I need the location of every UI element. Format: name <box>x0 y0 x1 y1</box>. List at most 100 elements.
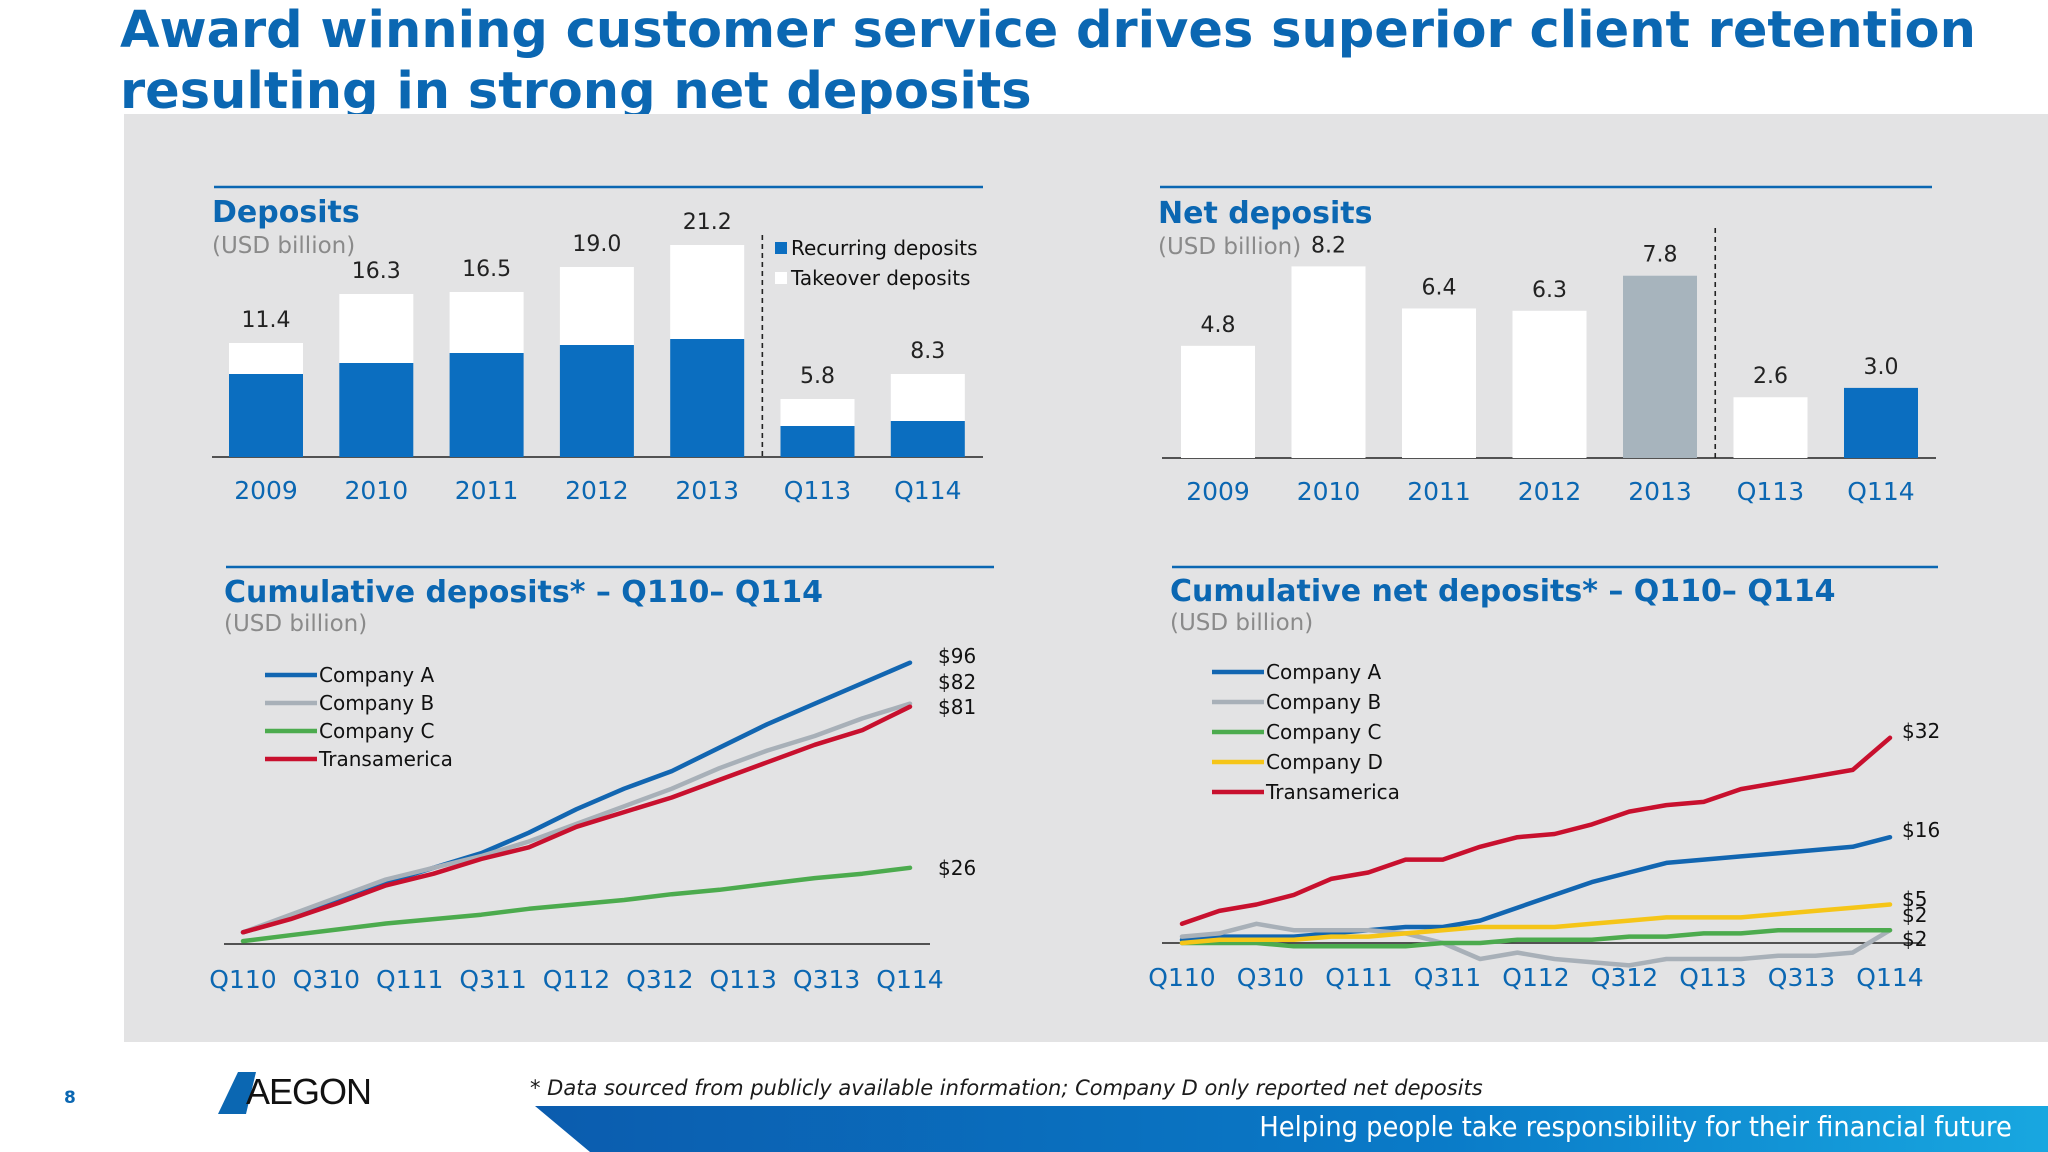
cumulative_deposits-subtitle: (USD billion) <box>224 611 367 637</box>
deposits-bar-recurring-2013 <box>670 339 745 457</box>
cumulative_net_deposits-x-tick-label: Q112 <box>1502 963 1569 992</box>
cumulative_net_deposits-legend-label: Company A <box>1266 660 1382 684</box>
cumulative_net_deposits-end-label: $2 <box>1902 903 1927 927</box>
net_deposits-bar-Q113 <box>1733 397 1808 458</box>
deposits-x-tick-label: Q114 <box>894 476 961 505</box>
deposits-bar-takeover-2010 <box>339 294 414 363</box>
cumulative_net_deposits-end-label: $32 <box>1902 719 1940 743</box>
deposits-x-tick-label: 2012 <box>565 476 629 505</box>
cumulative_deposits-legend-label: Company C <box>319 719 434 743</box>
net_deposits-x-tick-label: 2009 <box>1186 477 1250 506</box>
tagline: Helping people take responsibility for t… <box>1259 1110 2012 1143</box>
deposits-total-label: 19.0 <box>572 232 621 257</box>
deposits-x-tick-label: Q113 <box>784 476 851 505</box>
net_deposits-value-label: 6.3 <box>1532 278 1567 303</box>
deposits-bar-recurring-Q114 <box>890 421 965 457</box>
cumulative_net_deposits-legend-label: Company D <box>1266 750 1383 774</box>
net_deposits-title: Net deposits <box>1158 196 1372 231</box>
net_deposits-value-label: 8.2 <box>1311 233 1346 258</box>
net_deposits-value-label: 6.4 <box>1422 275 1457 300</box>
net_deposits-bar-Q114 <box>1844 387 1918 458</box>
cumulative_deposits-x-tick-label: Q311 <box>459 965 526 994</box>
deposits-bar-recurring-2011 <box>449 353 524 457</box>
net_deposits-value-label: 2.6 <box>1753 364 1788 389</box>
deposits-bar-takeover-2009 <box>229 343 303 374</box>
cumulative_deposits-end-label: $81 <box>938 695 976 719</box>
cumulative_deposits-line-company-c <box>240 865 913 944</box>
cumulative_net_deposits-x-tick-label: Q312 <box>1591 963 1658 992</box>
net_deposits-bar-2012 <box>1512 310 1587 458</box>
title-line-2: resulting in strong net deposits <box>120 62 1032 121</box>
cumulative_net_deposits-x-tick-label: Q313 <box>1768 963 1835 992</box>
deposits-x-tick-label: 2010 <box>344 476 408 505</box>
deposits-bar-takeover-2011 <box>449 292 524 353</box>
cumulative_deposits-line-company-a <box>240 660 913 935</box>
deposits-total-label: 11.4 <box>242 308 291 333</box>
footer-white-wedge <box>0 1042 590 1152</box>
cumulative_net_deposits-subtitle: (USD billion) <box>1170 610 1313 636</box>
cumulative_deposits-line-company-b <box>240 701 913 935</box>
deposits-legend-swatch <box>775 242 787 254</box>
content-panel <box>124 114 2048 1042</box>
cumulative_deposits-x-tick-label: Q313 <box>793 965 860 994</box>
deposits-total-label: 16.3 <box>352 259 401 284</box>
deposits-total-label: 16.5 <box>462 257 511 282</box>
cumulative_deposits-end-label: $82 <box>938 670 976 694</box>
footer-blue-band <box>535 1106 2048 1152</box>
deposits-bar-recurring-2012 <box>559 345 634 457</box>
deposits-total-label: 5.8 <box>800 364 835 389</box>
net_deposits-bar-2013 <box>1623 275 1697 458</box>
cumulative_deposits-title: Cumulative deposits* – Q110– Q114 <box>224 575 823 610</box>
net_deposits-value-label: 3.0 <box>1864 355 1899 380</box>
deposits-bar-takeover-2012 <box>559 267 634 345</box>
net_deposits-x-tick-label: Q113 <box>1737 477 1804 506</box>
deposits-legend-label: Takeover deposits <box>790 266 970 290</box>
deposits-x-tick-label: 2013 <box>675 476 739 505</box>
cumulative_net_deposits-end-label: $5 <box>1902 887 1927 911</box>
deposits-legend-label: Recurring deposits <box>791 236 978 260</box>
cumulative_deposits-legend-label: Company A <box>319 663 435 687</box>
deposits-x-tick-label: 2011 <box>455 476 519 505</box>
cumulative_net_deposits-legend-label: Company C <box>1266 720 1381 744</box>
cumulative_net_deposits-legend-label: Transamerica <box>1265 780 1400 804</box>
cumulative_deposits-x-tick-label: Q110 <box>209 965 276 994</box>
aegon-logo-icon <box>218 1072 256 1114</box>
cumulative_net_deposits-end-label: $2 <box>1902 927 1927 951</box>
net_deposits-x-tick-label: 2013 <box>1628 477 1692 506</box>
cumulative_net_deposits-end-label: $16 <box>1902 818 1940 842</box>
cumulative_net_deposits-x-tick-label: Q113 <box>1679 963 1746 992</box>
cumulative_net_deposits-x-tick-label: Q311 <box>1414 963 1481 992</box>
deposits-bar-takeover-2013 <box>670 245 745 339</box>
deposits-title: Deposits <box>212 195 360 230</box>
aegon-logo-text: AEGON <box>246 1071 372 1112</box>
net_deposits-value-label: 7.8 <box>1643 243 1678 268</box>
cumulative_net_deposits-line-company-b <box>1179 921 1893 968</box>
deposits-legend-swatch <box>775 272 787 284</box>
cumulative_deposits-legend-label: Transamerica <box>318 747 453 771</box>
slide-title: Award winning customer service drives su… <box>120 0 2020 122</box>
deposits-bar-takeover-Q113 <box>780 399 855 426</box>
net_deposits-x-tick-label: 2011 <box>1407 477 1471 506</box>
cumulative_net_deposits-x-tick-label: Q114 <box>1856 963 1923 992</box>
net_deposits-bar-2010 <box>1291 266 1366 458</box>
net_deposits-subtitle: (USD billion) <box>1158 234 1301 260</box>
deposits-bar-recurring-2009 <box>229 374 303 457</box>
page-number: 8 <box>64 1088 76 1108</box>
deposits-bar-takeover-Q114 <box>890 374 965 421</box>
cumulative_deposits-end-label: $26 <box>938 856 976 880</box>
deposits-subtitle: (USD billion) <box>212 233 355 259</box>
net_deposits-bar-2011 <box>1402 308 1476 458</box>
net_deposits-x-tick-label: Q114 <box>1847 477 1914 506</box>
cumulative_deposits-x-tick-label: Q112 <box>543 965 610 994</box>
title-line-1: Award winning customer service drives su… <box>120 1 1976 60</box>
deposits-x-tick-label: 2009 <box>234 476 298 505</box>
cumulative_net_deposits-x-tick-label: Q111 <box>1325 963 1392 992</box>
cumulative_net_deposits-line-company-c <box>1179 927 1893 949</box>
cumulative_net_deposits-legend-label: Company B <box>1266 690 1381 714</box>
cumulative_net_deposits-line-company-a <box>1179 834 1893 943</box>
cumulative_deposits-end-label: $96 <box>938 644 976 668</box>
deposits-plot: 11.4 2009 16.3 2010 16.5 2011 19.0 2012 21.2 2013… <box>212 210 983 505</box>
net_deposits-x-tick-label: 2012 <box>1518 477 1582 506</box>
cumulative_deposits-legend-label: Company B <box>319 691 434 715</box>
